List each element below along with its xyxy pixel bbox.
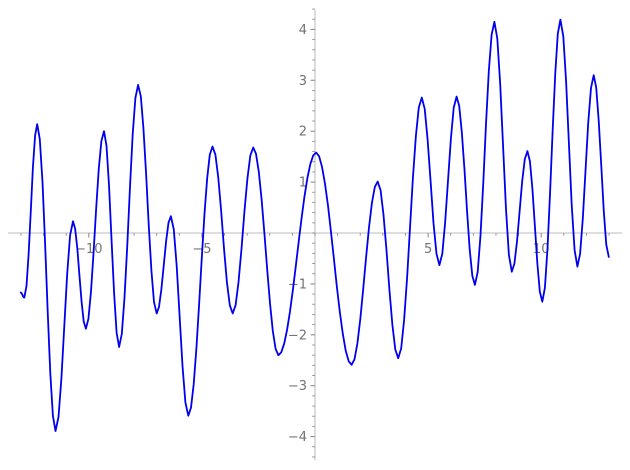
y-tick-label: 2 — [299, 125, 307, 140]
y-tick-label: −3 — [288, 379, 307, 394]
x-tick-label: 5 — [424, 242, 432, 257]
y-tick-label: −4 — [288, 430, 307, 445]
y-tick-label: −1 — [288, 277, 307, 292]
y-tick-label: −2 — [288, 328, 307, 343]
y-tick-label: 3 — [299, 74, 307, 89]
y-tick-label: 1 — [299, 176, 307, 191]
x-tick-label: −10 — [75, 242, 102, 257]
function-curve — [19, 18, 610, 432]
y-tick-label: 4 — [299, 23, 307, 38]
